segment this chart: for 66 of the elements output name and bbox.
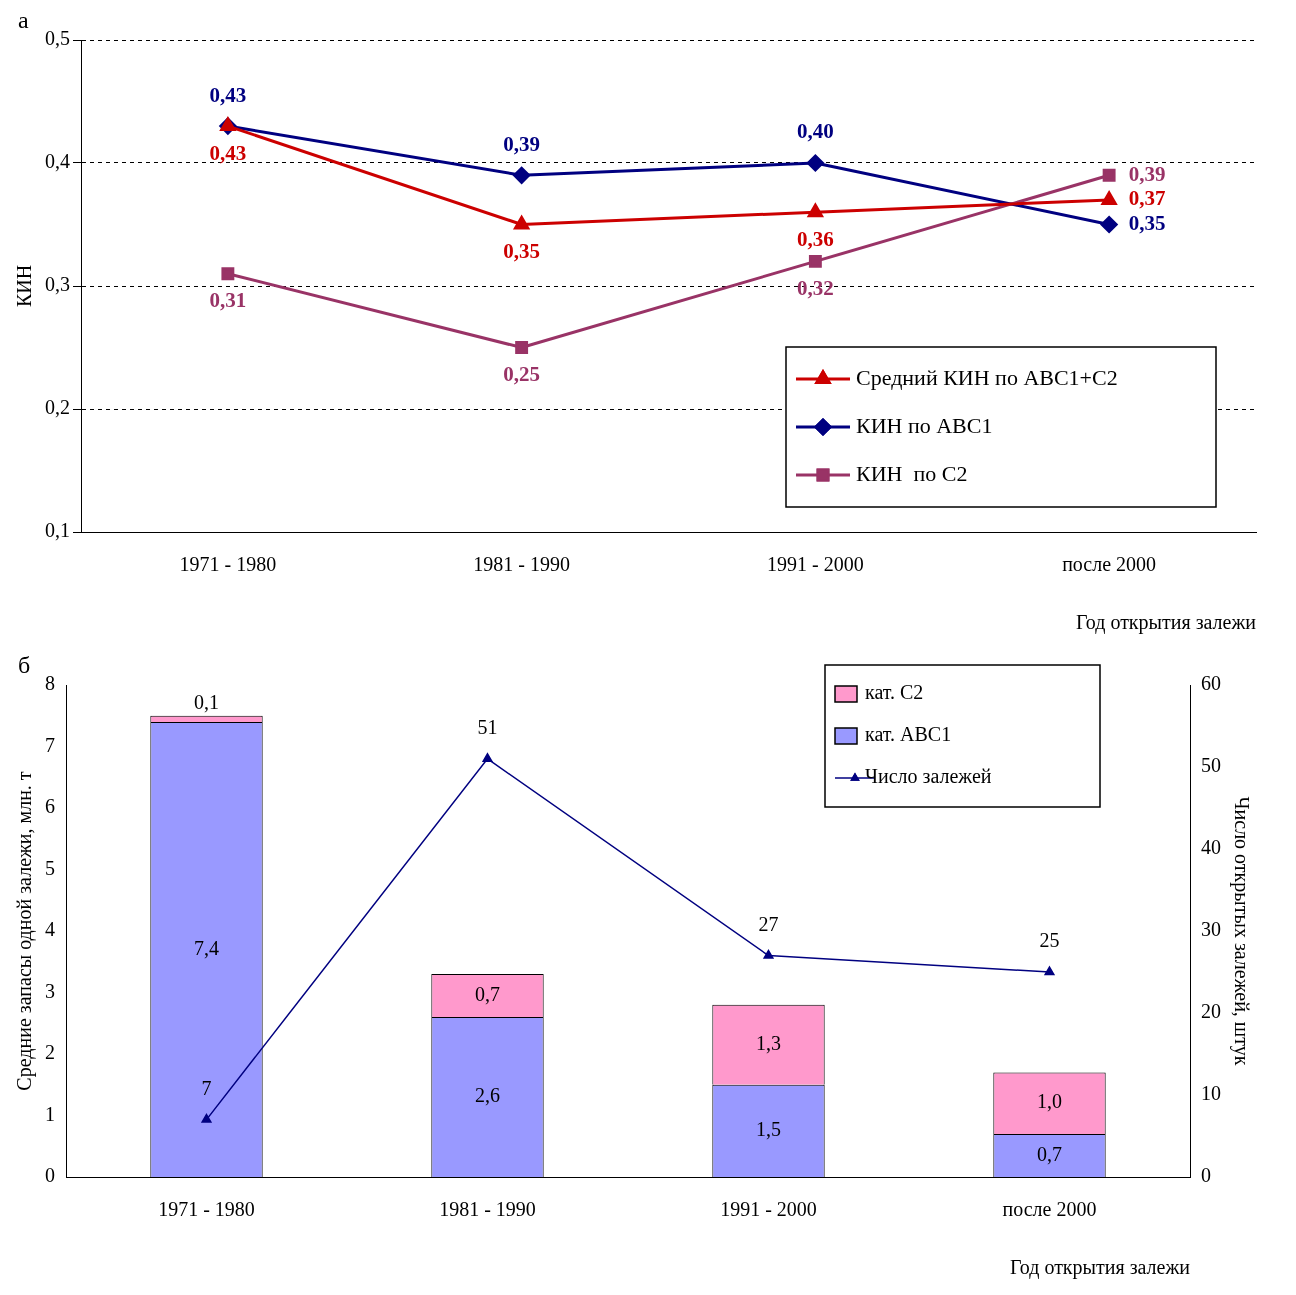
data-label: 1,0	[1037, 1090, 1062, 1113]
y-tick-label: 0,1	[45, 519, 70, 542]
x-tick-label: 1981 - 1990	[473, 553, 570, 576]
x-tick-label: после 2000	[1002, 1198, 1097, 1221]
y-tick-label: 6	[45, 795, 55, 818]
data-label: 0,35	[503, 238, 540, 263]
y-tick-label: 0,2	[45, 396, 70, 419]
x-axis-title: Год открытия залежи	[1009, 1256, 1191, 1280]
y2-tick-label: 50	[1201, 754, 1221, 777]
legend-label: кат. С2	[865, 681, 924, 704]
y-tick-label: 0,4	[45, 150, 70, 173]
data-label: 0,43	[209, 140, 247, 165]
y-tick-label: 5	[45, 856, 55, 879]
data-label: 27	[758, 912, 779, 935]
y2-tick-label: 30	[1201, 918, 1221, 941]
y-axis-title: Средние запасы одной залежи, млн. т	[13, 771, 37, 1091]
y-tick-label: 4	[45, 918, 55, 941]
data-label: 0,7	[475, 982, 500, 1005]
x-tick-label: 1971 - 1980	[179, 553, 277, 576]
x-tick-label: 1991 - 2000	[720, 1198, 817, 1221]
y-axis-title: КИН	[13, 264, 36, 308]
y2-axis-title: Число открытых залежей, штук	[1229, 796, 1253, 1066]
y2-tick-label: 10	[1201, 1082, 1221, 1105]
data-label: 0,7	[1037, 1142, 1062, 1165]
data-label: 0,37	[1128, 186, 1166, 211]
data-label: 0,1	[194, 691, 219, 713]
y2-tick-label: 0	[1201, 1164, 1211, 1187]
x-tick-label: 1991 - 2000	[767, 553, 864, 576]
y-tick-label: 7	[45, 733, 55, 756]
x-axis-title: Год открытия залежи	[1075, 611, 1257, 635]
y2-tick-label: 20	[1201, 1000, 1221, 1023]
data-label: 51	[477, 716, 498, 739]
x-tick-label: после 2000	[1062, 553, 1157, 576]
data-label: 0,35	[1128, 210, 1166, 235]
y-tick-label: 0,3	[45, 273, 70, 296]
data-label: 0,40	[797, 119, 834, 144]
chart-title: б	[18, 652, 31, 679]
data-label: 2,6	[475, 1084, 500, 1107]
y-tick-label: 0	[45, 1164, 55, 1187]
data-label: 7,4	[194, 936, 219, 959]
y2-tick-label: 40	[1201, 836, 1221, 859]
y2-tick-label: 60	[1201, 672, 1221, 695]
data-label: 7	[201, 1076, 212, 1099]
data-label: 0,31	[209, 288, 247, 313]
legend-label: кат. АВС1	[865, 723, 952, 746]
data-label: 25	[1039, 929, 1060, 952]
data-label: 0,39	[1128, 161, 1166, 186]
data-label: 0,36	[797, 226, 834, 251]
data-label: 0,39	[503, 131, 540, 156]
y-tick-label: 1	[45, 1102, 55, 1125]
legend-label: Число залежей	[865, 765, 992, 788]
y-tick-label: 2	[45, 1041, 55, 1064]
y-tick-label: 3	[45, 979, 55, 1002]
x-tick-label: 1971 - 1980	[158, 1198, 255, 1221]
x-tick-label: 1981 - 1990	[439, 1198, 536, 1221]
y-tick-label: 8	[45, 672, 55, 695]
data-label: 0,43	[209, 82, 247, 107]
y-tick-label: 0,5	[45, 27, 70, 50]
chart-title: а	[18, 7, 29, 34]
data-label: 1,5	[756, 1118, 781, 1141]
data-label: 0,32	[797, 275, 834, 300]
legend-label: КИН по С2	[856, 460, 968, 486]
legend-label: КИН по АВС1	[856, 412, 993, 438]
data-label: 1,3	[756, 1032, 781, 1055]
legend-label: Средний КИН по АВС1+С2	[856, 364, 1118, 390]
data-label: 0,25	[503, 361, 540, 386]
